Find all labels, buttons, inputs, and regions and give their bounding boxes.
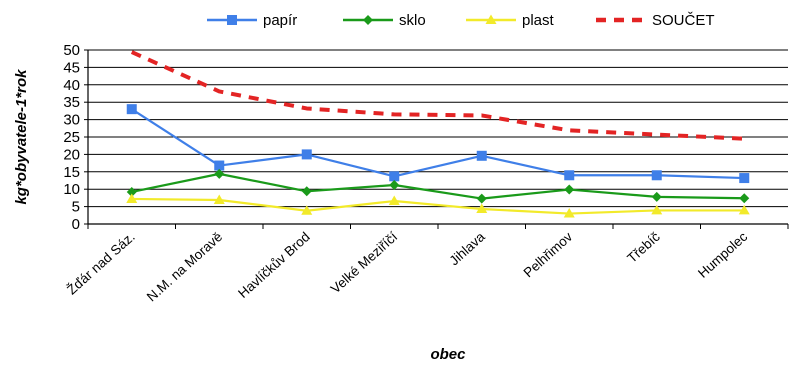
legend-label-plast: plast [522, 12, 555, 29]
y-tick-label: 10 [63, 181, 80, 198]
series-sklo [126, 168, 750, 204]
sklo-line [131, 172, 745, 200]
y-tick-label: 35 [63, 94, 80, 111]
y-tick-label: 20 [63, 146, 80, 163]
papir-point [564, 170, 575, 181]
sklo-point [126, 186, 137, 197]
legend-marker-sklo [363, 15, 373, 25]
y-tick-label: 40 [63, 77, 80, 94]
x-axis-label: obec [430, 346, 466, 363]
y-tick-label: 50 [63, 42, 80, 59]
papir-point [739, 173, 750, 184]
y-tick-label: 30 [63, 112, 80, 129]
y-tick-label: 15 [63, 164, 80, 181]
series-papir [126, 104, 750, 184]
x-tick-label: N.M. na Moravě [144, 229, 225, 304]
plast-point [126, 193, 138, 203]
y-tick-label: 45 [63, 59, 80, 76]
soucet-line [130, 50, 745, 141]
papir-line [131, 108, 745, 180]
legend-item-soucet: SOUČET [596, 12, 715, 29]
sklo-point [476, 193, 487, 204]
plast-point [476, 203, 488, 214]
gridlines [88, 49, 788, 208]
x-tick-label: Žďár nad Sáz. [64, 229, 138, 297]
papir-point [126, 104, 137, 115]
legend-marker-plast [485, 14, 497, 24]
plast-point [651, 204, 663, 215]
papir-point [301, 149, 312, 160]
x-tick-label: Velké Meziříčí [328, 229, 401, 297]
papir-point [389, 171, 400, 182]
papir-point [651, 170, 662, 181]
y-axis-label: kg*obyvatele-1*rok [13, 69, 30, 205]
legend-marker-papir [227, 15, 237, 25]
x-tick-label: Třebíč [624, 229, 663, 266]
legend-item-sklo: sklo [343, 12, 426, 29]
legend-item-plast: plast [466, 12, 555, 29]
sklo-point [739, 193, 750, 204]
sklo-point [564, 184, 575, 195]
y-tick-label: 0 [72, 216, 80, 233]
series-layer [126, 50, 750, 218]
legend-label-sklo: sklo [399, 12, 426, 29]
plast-point [213, 194, 225, 204]
x-tick-label: Jihlava [446, 229, 488, 269]
sklo-point [389, 180, 400, 191]
series-soucet [130, 50, 745, 141]
axes [87, 50, 788, 225]
sklo-point [301, 186, 312, 197]
sklo-point [214, 168, 225, 179]
legend-item-papir: papír [207, 12, 297, 29]
plast-line [131, 197, 745, 215]
series-plast [126, 193, 750, 218]
plast-point [738, 204, 750, 215]
plast-point [563, 208, 575, 218]
legend: papír sklo plast SOUČET [207, 12, 715, 29]
y-tick-label: 25 [63, 129, 80, 146]
plast-point [388, 195, 400, 206]
legend-label-papir: papír [263, 12, 297, 29]
sklo-point [651, 191, 662, 202]
papir-point [214, 160, 225, 171]
x-tick-label: Havlíčkův Brod [235, 229, 313, 301]
x-axis-ticks: Žďár nad Sáz. N.M. na Moravě Havlíčkův Bro… [64, 224, 789, 304]
papir-point [476, 150, 487, 161]
legend-label-soucet: SOUČET [652, 12, 715, 29]
x-tick-label: Humpolec [695, 229, 750, 281]
plast-point [301, 205, 313, 215]
x-tick-label: Pelhřimov [521, 229, 576, 280]
y-tick-label: 5 [72, 199, 80, 216]
